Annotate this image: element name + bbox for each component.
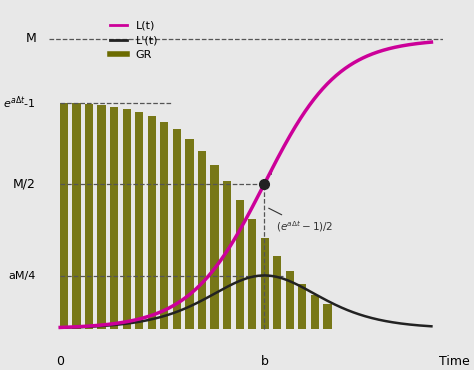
L'(t) (362, 314, 368, 319)
Text: 0: 0 (56, 355, 64, 368)
Text: $e^{a\Delta t}$-1: $e^{a\Delta t}$-1 (3, 94, 36, 111)
Bar (135, 112, 143, 329)
Bar (198, 151, 206, 329)
Text: $(e^{a\Delta t}-1)/2$: $(e^{a\Delta t}-1)/2$ (269, 208, 333, 233)
L'(t) (234, 280, 239, 285)
Bar (148, 117, 156, 329)
Bar (73, 103, 81, 329)
Bar (123, 109, 131, 329)
Bar (323, 304, 331, 329)
Bar (223, 182, 231, 329)
Bar (110, 107, 118, 329)
Text: b: b (260, 355, 268, 368)
L'(t) (236, 279, 242, 283)
Bar (248, 219, 256, 329)
Bar (60, 102, 68, 329)
Bar (273, 256, 282, 329)
Text: M: M (25, 33, 36, 46)
Legend: L(t), L'(t), GR: L(t), L'(t), GR (106, 17, 163, 64)
Bar (298, 285, 307, 329)
L(t) (258, 188, 264, 192)
Bar (261, 238, 269, 329)
L(t) (57, 325, 63, 330)
Bar (311, 295, 319, 329)
Bar (85, 104, 93, 329)
Bar (173, 129, 181, 329)
Bar (286, 271, 294, 329)
Bar (98, 105, 106, 329)
Text: M/2: M/2 (13, 177, 36, 190)
Text: aM/4: aM/4 (9, 272, 36, 282)
L(t) (419, 41, 425, 45)
Bar (236, 200, 244, 329)
Line: L'(t): L'(t) (60, 275, 431, 328)
Line: L(t): L(t) (60, 42, 431, 327)
L(t) (234, 233, 239, 238)
L'(t) (57, 326, 63, 330)
L(t) (278, 149, 284, 154)
L'(t) (420, 323, 426, 328)
L(t) (236, 230, 242, 234)
Text: I: I (270, 165, 273, 178)
L(t) (428, 40, 434, 44)
Bar (160, 122, 168, 329)
L'(t) (258, 273, 264, 278)
Bar (210, 165, 219, 329)
Bar (185, 139, 193, 329)
L(t) (362, 55, 367, 60)
L'(t) (428, 324, 434, 329)
L'(t) (279, 276, 285, 280)
L'(t) (261, 273, 267, 278)
Text: Time: Time (439, 355, 470, 368)
